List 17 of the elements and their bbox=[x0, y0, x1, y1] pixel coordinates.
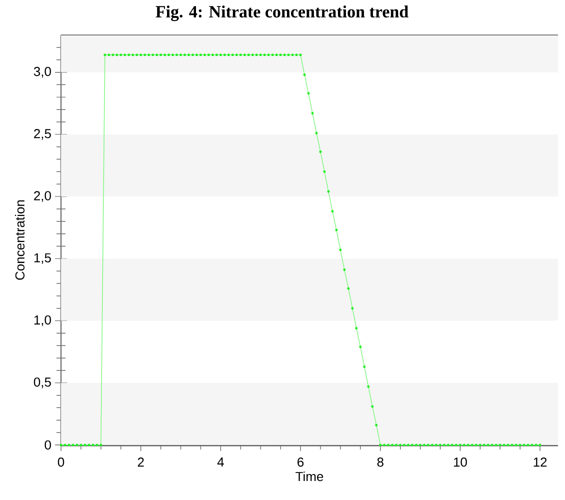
y-tick-label: 2,0 bbox=[34, 191, 51, 202]
y-tick-label: 0,5 bbox=[34, 377, 51, 388]
x-tick-label: 6 bbox=[298, 458, 304, 467]
y-tick-label: 0 bbox=[44, 440, 51, 450]
y-tick-label: 1,5 bbox=[34, 253, 51, 264]
x-tick-label: 12 bbox=[534, 458, 547, 467]
y-tick-label: 3,0 bbox=[34, 66, 51, 78]
x-axis-title: Time bbox=[296, 472, 324, 482]
y-tick-label: 1,0 bbox=[34, 315, 51, 326]
chart-title: Fig. 4: Nitrate concentration trend bbox=[156, 6, 408, 22]
x-tick-label: 10 bbox=[454, 458, 467, 467]
x-tick-label: 0 bbox=[58, 458, 64, 467]
y-axis-title: Concentration bbox=[14, 200, 25, 280]
x-tick-label: 2 bbox=[138, 458, 144, 467]
x-tick-label: 4 bbox=[217, 458, 224, 466]
y-tick-label: 2,5 bbox=[34, 129, 51, 140]
x-tick-label: 8 bbox=[377, 458, 384, 467]
